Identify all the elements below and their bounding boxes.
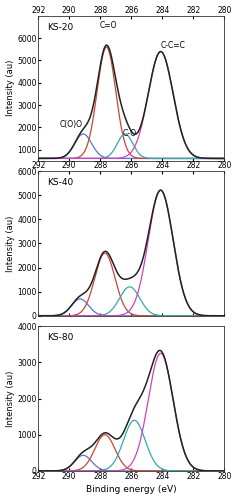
- Text: C(O)O: C(O)O: [59, 120, 82, 130]
- Text: KS-40: KS-40: [48, 178, 74, 188]
- Text: C-O: C-O: [123, 130, 137, 138]
- Y-axis label: Intensity (au): Intensity (au): [5, 370, 14, 426]
- Y-axis label: Intensity (au): Intensity (au): [5, 60, 14, 116]
- Text: C-C=C: C-C=C: [161, 42, 186, 50]
- Text: KS-20: KS-20: [48, 23, 74, 32]
- Text: C=O: C=O: [99, 22, 117, 30]
- X-axis label: Binding energy (eV): Binding energy (eV): [86, 486, 177, 494]
- Y-axis label: Intensity (au): Intensity (au): [5, 215, 14, 272]
- Text: KS-80: KS-80: [48, 334, 74, 342]
